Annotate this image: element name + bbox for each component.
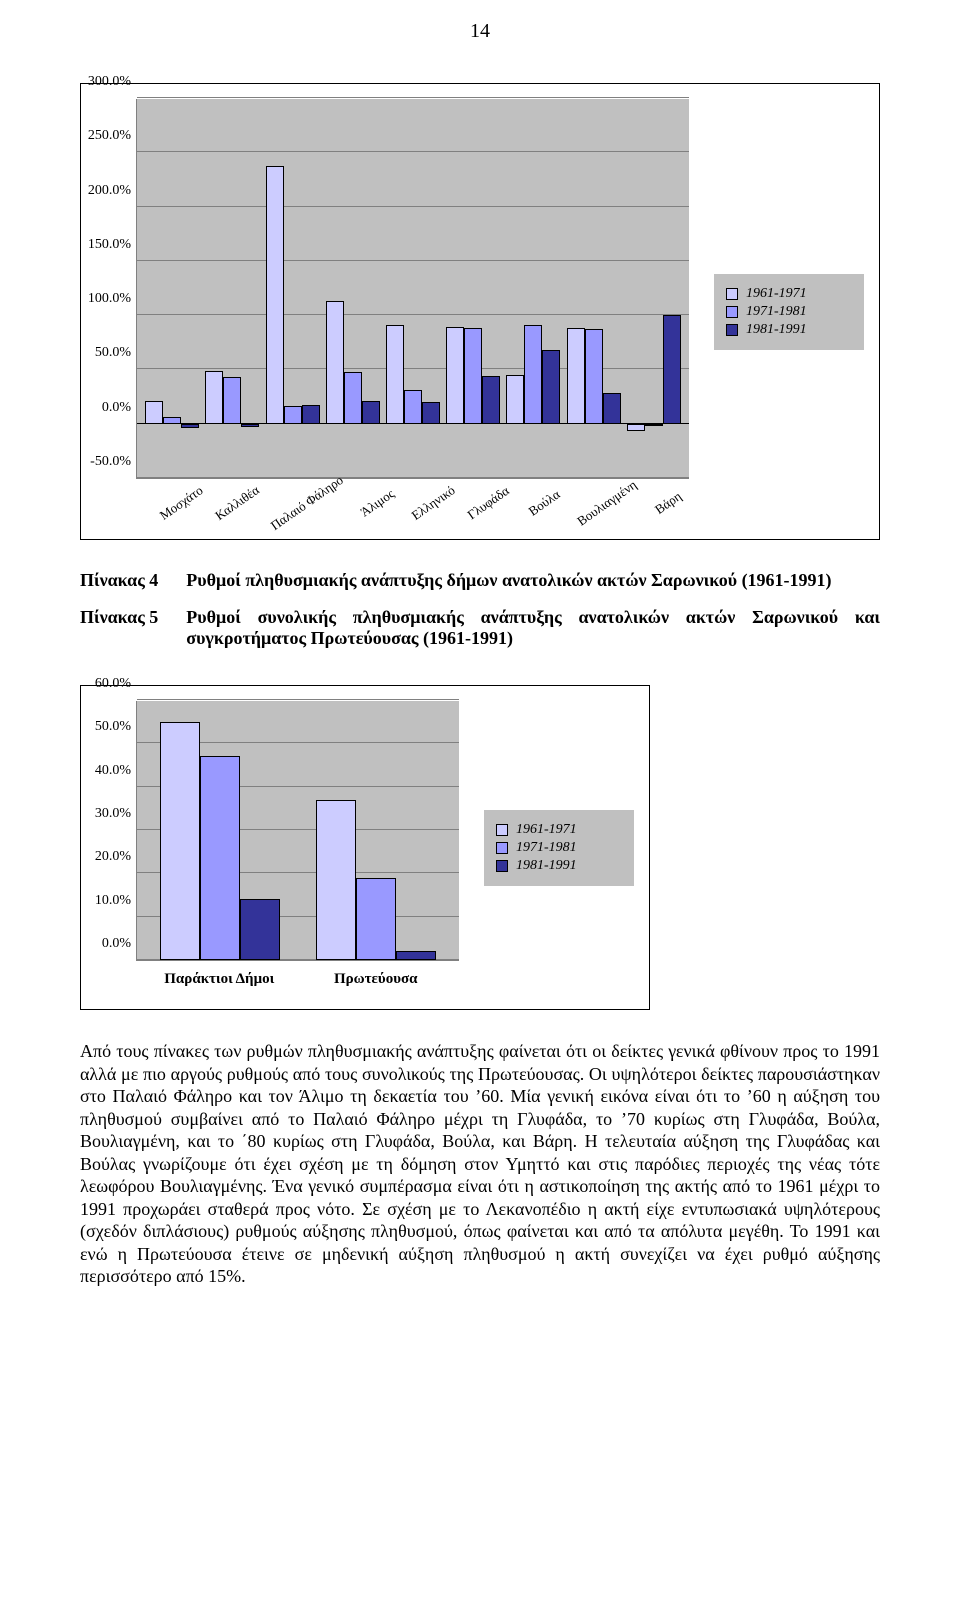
x-tick-label: Βάρη	[633, 469, 710, 545]
bar	[326, 301, 344, 424]
bar-group	[323, 99, 383, 478]
bar	[200, 756, 240, 960]
y-tick-label: 10.0%	[95, 893, 137, 909]
bar	[284, 406, 302, 423]
bar	[585, 329, 603, 423]
bar	[506, 375, 524, 424]
legend-item: 1971-1981	[726, 304, 852, 320]
bar	[356, 878, 396, 960]
legend-label: 1971-1981	[516, 840, 577, 856]
bar	[160, 722, 200, 960]
bar-group	[624, 99, 684, 478]
bar	[524, 325, 542, 424]
legend-label: 1961-1971	[516, 822, 577, 838]
bar	[316, 800, 356, 960]
bar	[302, 405, 320, 423]
caption-4-text: Ρυθμοί πληθυσμιακής ανάπτυξης δήμων ανατ…	[186, 570, 831, 591]
y-tick-label: 60.0%	[95, 676, 137, 692]
y-tick-label: -50.0%	[90, 454, 137, 470]
bar	[163, 417, 181, 424]
legend-label: 1971-1981	[746, 304, 807, 320]
bar	[344, 372, 362, 424]
legend-item: 1981-1991	[726, 322, 852, 338]
y-tick-label: 250.0%	[88, 128, 137, 144]
bar	[482, 376, 500, 424]
legend-item: 1961-1971	[726, 286, 852, 302]
bar	[464, 328, 482, 424]
bar-group	[564, 99, 624, 478]
bar-group	[202, 99, 262, 478]
x-tick-label: Παράκτιοι Δήμοι	[141, 967, 298, 1009]
bar-group	[262, 99, 322, 478]
bar	[205, 371, 223, 424]
bar	[404, 390, 422, 424]
legend-swatch	[726, 288, 738, 300]
legend-swatch	[496, 860, 508, 872]
legend-label: 1981-1991	[516, 858, 577, 874]
bar	[645, 424, 663, 426]
bar	[396, 951, 436, 960]
y-tick-label: 300.0%	[88, 74, 137, 90]
legend-swatch	[496, 842, 508, 854]
legend-swatch	[726, 306, 738, 318]
legend-swatch	[726, 324, 738, 336]
y-tick-label: 100.0%	[88, 291, 137, 307]
bar	[362, 401, 380, 424]
legend-swatch	[496, 824, 508, 836]
x-tick-label: Πρωτεύουσα	[298, 967, 455, 1009]
bar-group	[503, 99, 563, 478]
bar	[145, 401, 163, 424]
legend-item: 1961-1971	[496, 822, 622, 838]
bar	[223, 377, 241, 424]
bar-group	[142, 99, 202, 478]
y-tick-label: 200.0%	[88, 183, 137, 199]
chart-2-legend: 1961-1971 1971-1981 1981-1991	[484, 810, 634, 886]
bar	[266, 166, 284, 423]
bar	[240, 899, 280, 960]
chart-1-legend: 1961-1971 1971-1981 1981-1991	[714, 274, 864, 350]
legend-item: 1981-1991	[496, 858, 622, 874]
chart-2: 0.0%10.0%20.0%30.0%40.0%50.0%60.0% Παράκ…	[80, 685, 650, 1010]
caption-5-text: Ρυθμοί συνολικής πληθυσμιακής ανάπτυξης …	[186, 607, 880, 649]
chart-1: -50.0%0.0%50.0%100.0%150.0%200.0%250.0%3…	[80, 83, 880, 540]
bar	[446, 327, 464, 424]
caption-4-label: Πίνακας 4	[80, 570, 158, 591]
bar-group	[443, 99, 503, 478]
bar-group	[142, 701, 298, 960]
y-tick-label: 30.0%	[95, 806, 137, 822]
bar	[627, 424, 645, 432]
y-tick-label: 40.0%	[95, 763, 137, 779]
bar	[422, 402, 440, 424]
captions: Πίνακας 4 Ρυθμοί πληθυσμιακής ανάπτυξης …	[80, 570, 880, 649]
body-paragraph: Από τους πίνακες των ρυθμών πληθυσμιακής…	[80, 1040, 880, 1288]
bar	[567, 328, 585, 424]
bar	[542, 350, 560, 424]
legend-item: 1971-1981	[496, 840, 622, 856]
bar	[241, 424, 259, 427]
page-number: 14	[80, 20, 880, 43]
y-tick-label: 0.0%	[102, 936, 137, 952]
bar	[663, 315, 681, 424]
y-tick-label: 50.0%	[95, 345, 137, 361]
y-tick-label: 50.0%	[95, 719, 137, 735]
bar	[386, 325, 404, 424]
bar-group	[298, 701, 454, 960]
legend-label: 1961-1971	[746, 286, 807, 302]
y-tick-label: 20.0%	[95, 849, 137, 865]
caption-5-label: Πίνακας 5	[80, 607, 158, 628]
y-tick-label: 150.0%	[88, 237, 137, 253]
y-tick-label: 0.0%	[102, 400, 137, 416]
bar	[181, 424, 199, 428]
legend-label: 1981-1991	[746, 322, 807, 338]
bar-group	[383, 99, 443, 478]
bar	[603, 393, 621, 423]
